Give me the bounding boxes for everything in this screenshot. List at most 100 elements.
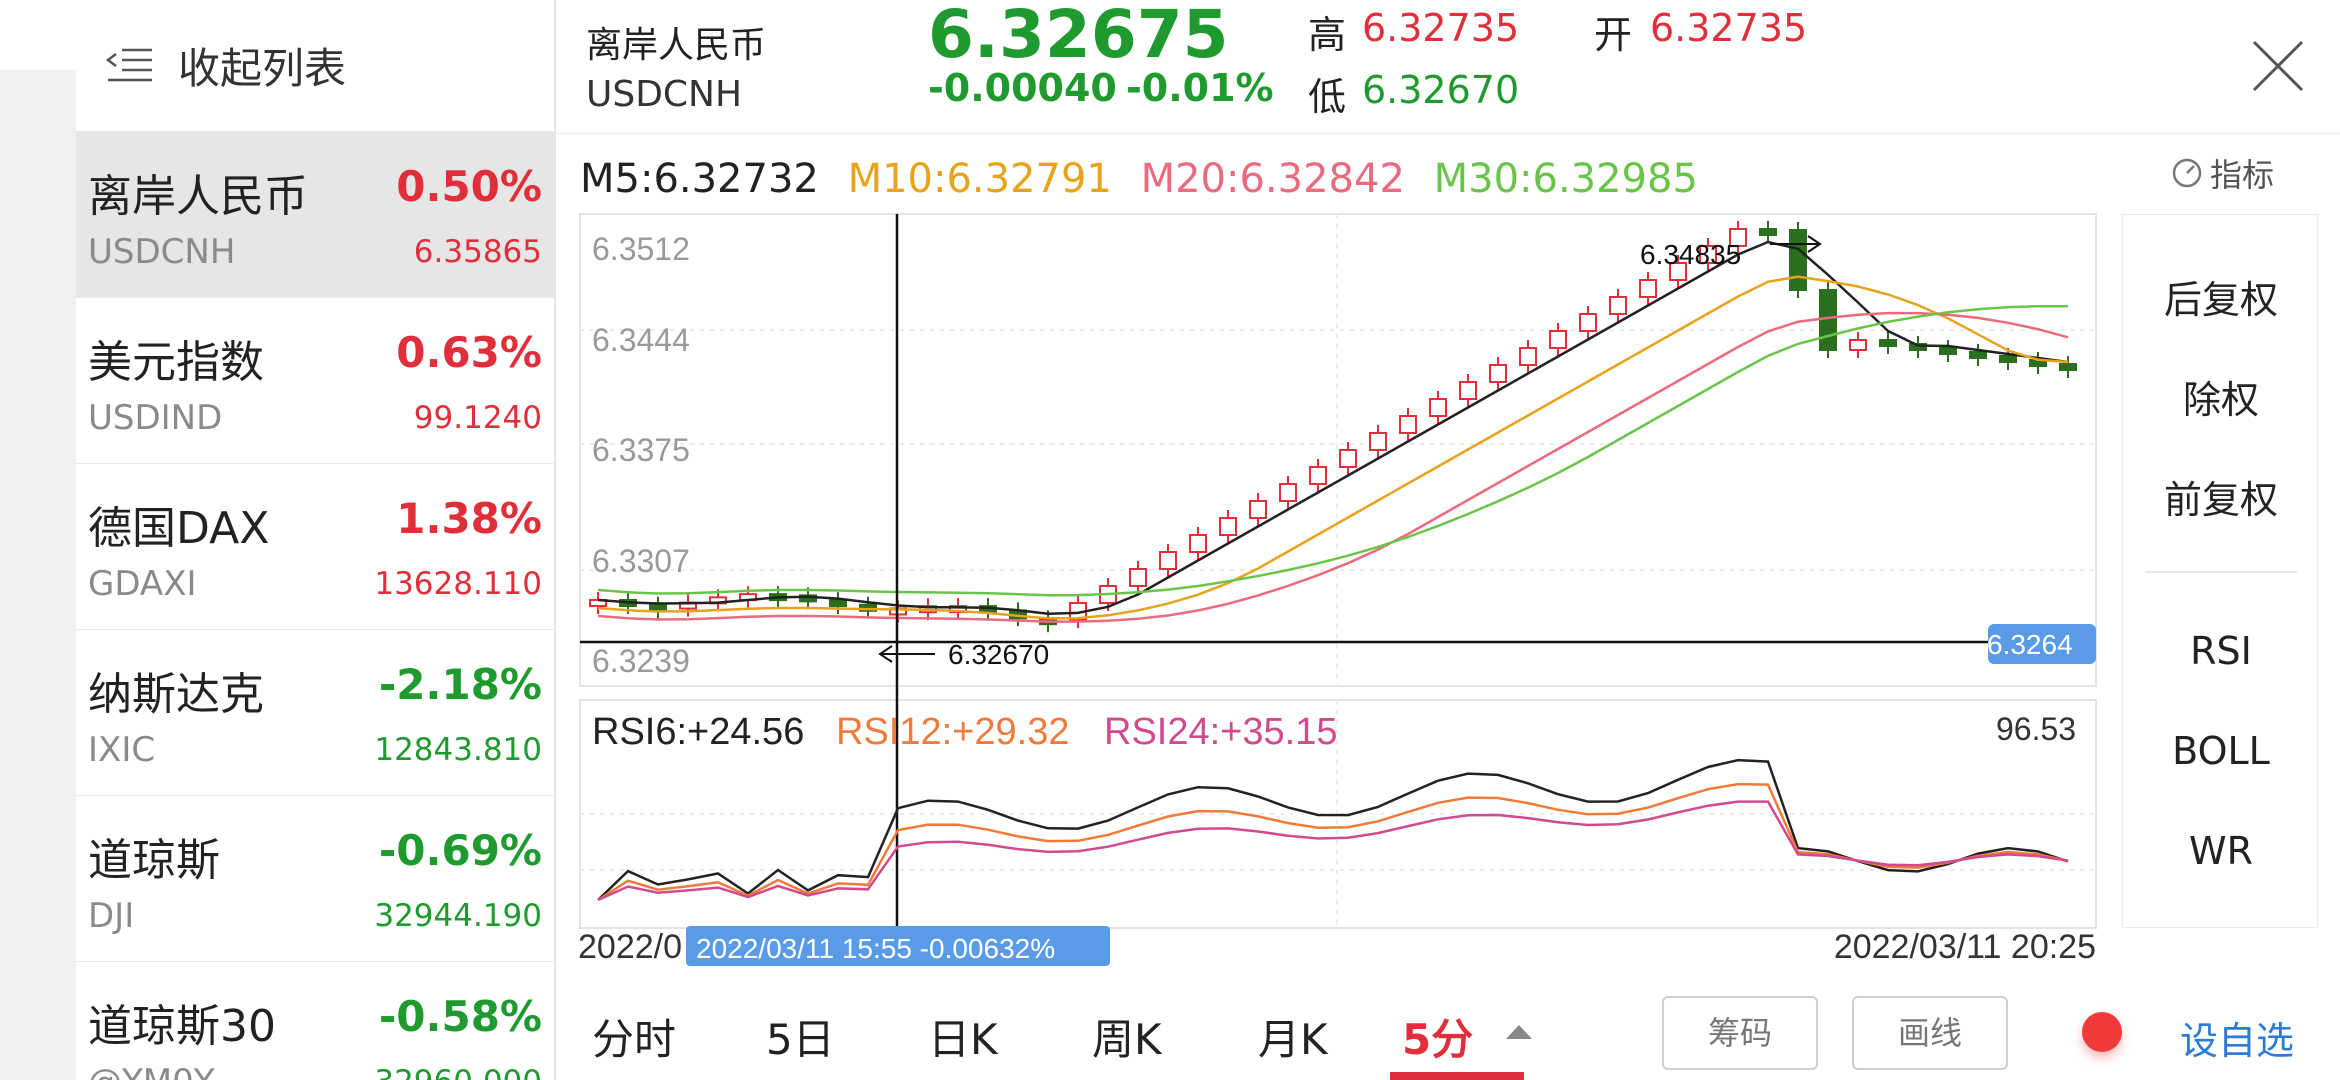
- candle: [1489, 364, 1507, 383]
- candle: [1249, 500, 1267, 519]
- panel-divider: [2145, 571, 2297, 573]
- high-label: 高: [1308, 13, 1347, 57]
- candle: [1759, 228, 1777, 236]
- watchlist-item-code: GDAXI: [88, 564, 197, 604]
- candle: [1939, 347, 1957, 355]
- vertical-divider: [554, 0, 556, 1080]
- time-axis-start: 2022/0: [578, 928, 682, 966]
- candle: [1549, 330, 1567, 349]
- candle: [829, 599, 847, 608]
- collapse-list-button[interactable]: 收起列表: [76, 0, 554, 132]
- candle: [2059, 363, 2077, 371]
- y-tick-label: 6.3444: [592, 322, 690, 358]
- watchlist-item-change: 0.50%: [396, 162, 542, 211]
- watchlist-item-price: 12843.810: [374, 732, 542, 768]
- candle: [1699, 245, 1717, 264]
- rsi6-line: [597, 758, 2069, 901]
- candle: [1969, 351, 1987, 359]
- candle: [1219, 517, 1237, 536]
- wr-button[interactable]: WR: [2189, 829, 2253, 873]
- low-label: 低: [1308, 75, 1347, 119]
- y-tick-label: 6.3239: [592, 643, 690, 679]
- candle: [1789, 229, 1807, 291]
- candle: [1309, 466, 1327, 485]
- ma20-label: M20:6.32842: [1140, 156, 1405, 202]
- draw-line-button[interactable]: 画线: [1852, 996, 2008, 1070]
- candle: [1369, 432, 1387, 451]
- watchlist-item-name: 道琼斯: [88, 835, 220, 886]
- candle: [1519, 347, 1537, 366]
- watchlist-item[interactable]: 道琼斯30 @YM0Y -0.58% 32960.000: [76, 962, 554, 1080]
- ma10-line: [597, 275, 2069, 620]
- watchlist-item-name: 离岸人民币: [88, 171, 308, 222]
- rsi12-line: [597, 782, 2069, 902]
- ex-rights-button[interactable]: 除权: [2182, 378, 2259, 422]
- tab-5day[interactable]: 5日: [766, 1015, 835, 1064]
- tab-dropdown-arrow-icon[interactable]: [1506, 1025, 1532, 1039]
- watchlist-item[interactable]: 德国DAX GDAXI 1.38% 13628.110: [76, 464, 554, 630]
- indicator-label: 指标: [2210, 156, 2275, 194]
- price-change-pct: -0.01%: [1126, 66, 1274, 110]
- open-value: 6.32735: [1650, 6, 1808, 50]
- candle: [1189, 534, 1207, 553]
- tab-monthly[interactable]: 月K: [1258, 1015, 1328, 1064]
- crosshair-time-label: 2022/03/11 15:55 -0.00632%: [696, 933, 1055, 964]
- y-tick-label: 6.3512: [592, 231, 690, 267]
- active-tab-indicator: [1390, 1072, 1524, 1080]
- high-annotation: 6.34835: [1640, 239, 1741, 270]
- watchlist-item-price: 32944.190: [374, 898, 542, 934]
- ma-legend: M5:6.32732 M10:6.32791 M20:6.32842 M30:6…: [580, 156, 1714, 202]
- record-dot-icon[interactable]: [2082, 1012, 2122, 1052]
- tab-weekly[interactable]: 周K: [1092, 1015, 1162, 1064]
- watchlist-item-price: 13628.110: [374, 566, 542, 602]
- tab-5min[interactable]: 5分: [1402, 1015, 1474, 1064]
- price-change: -0.00040: [928, 66, 1117, 110]
- add-to-watchlist-button[interactable]: 设自选: [2180, 1019, 2295, 1063]
- watchlist-item-name: 美元指数: [88, 337, 264, 388]
- candle: [1609, 296, 1627, 315]
- adjustment-panel: 后复权 除权 前复权 RSI BOLL WR: [2122, 214, 2318, 928]
- close-icon[interactable]: [2250, 38, 2306, 94]
- crosshair-price-label: 6.3264: [1987, 629, 2073, 660]
- chips-button[interactable]: 筹码: [1662, 996, 1818, 1070]
- crosshair-price-badge: [1988, 624, 2096, 664]
- watchlist-item[interactable]: 离岸人民币 USDCNH 0.50% 6.35865: [76, 132, 554, 298]
- left-gutter: [0, 70, 76, 1080]
- post-adjust-button[interactable]: 后复权: [2163, 278, 2278, 322]
- candle: [1339, 449, 1357, 468]
- ma5-line: [597, 240, 2069, 615]
- candle: [1819, 289, 1837, 351]
- gauge-icon: [2172, 158, 2202, 188]
- candle: [1879, 339, 1897, 347]
- watchlist-item-code: DJI: [88, 896, 135, 936]
- instrument-name: 离岸人民币: [586, 25, 767, 66]
- watchlist-item-change: -0.69%: [378, 826, 542, 875]
- ma5-label: M5:6.32732: [580, 156, 819, 202]
- candle: [649, 603, 667, 612]
- instrument-code: USDCNH: [586, 74, 743, 115]
- rsi12-label: RSI12:+29.32: [836, 711, 1069, 753]
- indicator-button[interactable]: 指标: [2170, 150, 2274, 196]
- watchlist-item[interactable]: 美元指数 USDIND 0.63% 99.1240: [76, 298, 554, 464]
- watchlist-item-price: 6.35865: [413, 234, 542, 270]
- crosshair-time-badge: [686, 926, 1110, 966]
- candle: [1909, 343, 1927, 351]
- watchlist-item[interactable]: 纳斯达克 IXIC -2.18% 12843.810: [76, 630, 554, 796]
- rsi-button[interactable]: RSI: [2190, 629, 2252, 673]
- ma30-line: [597, 304, 2069, 597]
- tab-daily[interactable]: 日K: [928, 1015, 998, 1064]
- ma30-label: M30:6.32985: [1433, 156, 1698, 202]
- candle: [1279, 483, 1297, 502]
- boll-button[interactable]: BOLL: [2172, 729, 2270, 773]
- watchlist-item-code: @YM0Y: [88, 1062, 215, 1080]
- watchlist-item[interactable]: 道琼斯 DJI -0.69% 32944.190: [76, 796, 554, 962]
- rsi24-label: RSI24:+35.15: [1104, 711, 1337, 753]
- y-tick-label: 6.3375: [592, 432, 690, 468]
- low-value: 6.32670: [1362, 68, 1520, 112]
- tab-intraday[interactable]: 分时: [592, 1015, 677, 1064]
- watchlist-item-price: 99.1240: [413, 400, 542, 436]
- watchlist-item-code: IXIC: [88, 730, 156, 770]
- pre-adjust-button[interactable]: 前复权: [2163, 478, 2278, 522]
- rsi24-line: [597, 800, 2069, 902]
